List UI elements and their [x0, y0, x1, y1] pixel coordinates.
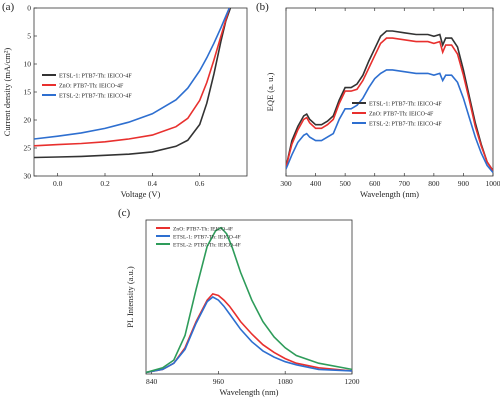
x-tick-label: 600	[369, 179, 381, 188]
legend-entry-1: ETSL-1: PTB7-Th: IEICO-4F	[369, 101, 442, 107]
y-axis-label: EQE (a. u.)	[265, 72, 275, 111]
x-tick-label: 0.0	[53, 179, 63, 188]
x-tick-label: 300	[280, 179, 292, 188]
x-tick-label: 400	[310, 179, 322, 188]
series-line-2	[34, 8, 231, 147]
panel-c-pl-spectrum: (c) 840 960 1080 1200 Wavelength (nm) PL Inte…	[118, 207, 360, 397]
legend-entry-1: ZnO: PTB7-Th: IEICO-4F	[173, 226, 233, 232]
series-line-2	[286, 37, 493, 172]
plot-frame	[285, 7, 494, 177]
plot-frame	[145, 219, 353, 375]
legend-entry-2: ZnO: PTB7-Th: IEICO-4F	[369, 111, 434, 117]
series-line-2	[146, 296, 352, 374]
legend-entry-1: ETSL-1: PTB7-Th: IEICO-4F	[59, 73, 132, 79]
x-axis-label: Voltage (V)	[121, 189, 161, 199]
panel-b-eqe-spectrum: (b) 300 400 500 600 700 800 900 1000 Wavelength …	[256, 1, 500, 199]
x-tick-label: 800	[428, 179, 440, 188]
y-tick-label: 25	[24, 144, 32, 153]
series-line-1	[286, 30, 493, 172]
y-tick-label: 5	[27, 32, 31, 41]
panel-a-jv-curve: (a) 0.0 0.2 0.4 0.6 0 5 10 15 20 25 30 Voltage (V) C…	[2, 1, 248, 199]
x-tick-label: 0.4	[148, 179, 158, 188]
y-tick-label: 10	[24, 60, 32, 69]
legend-entry-2: ETSL-1: PTB7-Th: IEICO-4F	[173, 234, 241, 240]
panel-a-letter: (a)	[2, 1, 15, 13]
y-tick-label: 15	[24, 88, 32, 97]
y-tick-label: 20	[24, 116, 32, 125]
legend-entry-3: ETSL-2: PTB7-Th: IEICO-4F	[369, 121, 442, 127]
x-tick-label: 500	[340, 179, 352, 188]
x-tick-label: 900	[458, 179, 470, 188]
legend-entry-2: ZnO: PTB7-Th: IEICO-4F	[59, 83, 124, 89]
x-tick-label: 960	[213, 377, 225, 386]
legend-entry-3: ETSL-2: PTB7-Th: IEICO-4F	[173, 242, 241, 248]
x-tick-label: 0.6	[195, 179, 205, 188]
legend-entry-3: ETSL-2: PTB7-Th: IEICO-4F	[59, 93, 132, 99]
x-tick-label: 0.2	[100, 179, 110, 188]
y-tick-label: 30	[24, 172, 32, 181]
x-axis-label: Wavelength (nm)	[360, 189, 419, 199]
series-line-3	[286, 69, 493, 174]
y-axis-label: PL Intensity (a.u.)	[125, 266, 135, 328]
plot-frame	[33, 7, 248, 177]
panel-c-letter: (c)	[118, 207, 131, 219]
series-line-1	[34, 8, 232, 159]
x-tick-label: 1080	[278, 377, 293, 386]
series-line-3	[146, 226, 352, 374]
x-tick-label: 1000	[486, 179, 500, 188]
x-axis-label: Wavelength (nm)	[219, 387, 278, 397]
x-tick-label: 840	[146, 377, 158, 386]
x-tick-label: 1200	[345, 377, 360, 386]
panel-b-letter: (b)	[256, 1, 269, 13]
y-tick-label: 0	[27, 4, 31, 13]
series-line-3	[34, 8, 231, 140]
series-line-1	[146, 292, 352, 374]
x-tick-label: 700	[399, 179, 411, 188]
y-axis-label: Current density (mA/cm²)	[2, 48, 12, 137]
